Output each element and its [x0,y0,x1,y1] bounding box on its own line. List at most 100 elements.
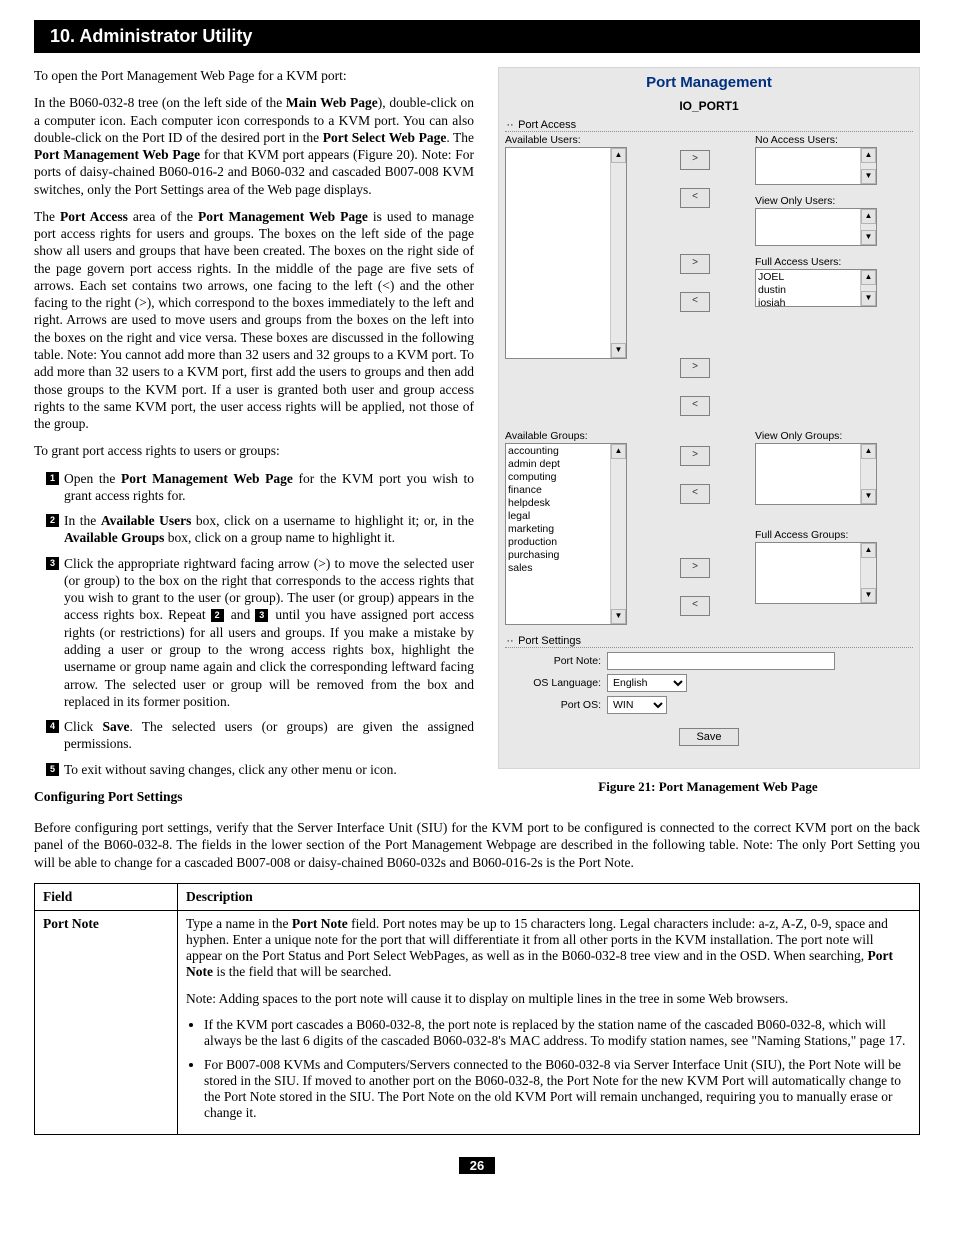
description-table: Field Description Port Note Type a name … [34,883,920,1135]
scrollbar[interactable]: ▲▼ [860,543,876,603]
section-header: 10. Administrator Utility [34,20,920,53]
list-item[interactable]: JOEL [758,271,860,284]
list-item[interactable]: purchasing [508,549,610,562]
inline-num-icon: 3 [255,609,268,622]
scroll-down-icon[interactable]: ▼ [611,343,626,358]
port-access-header: Port Access [505,117,913,132]
scroll-down-icon[interactable]: ▼ [861,291,876,306]
th-description: Description [178,883,920,910]
available-groups-listbox[interactable]: accounting admin dept computing finance … [505,443,627,625]
scroll-down-icon[interactable]: ▼ [861,588,876,603]
os-language-label: OS Language: [505,677,601,689]
port-access-section: Port Access Available Users: ▲▼ > [499,117,919,633]
view-only-users-listbox[interactable]: ▲▼ [755,208,877,246]
list-item[interactable]: marketing [508,523,610,536]
intro-para-2: In the B060-032-8 tree (on the left side… [34,94,474,198]
move-right-button[interactable]: > [680,358,710,378]
th-field: Field [35,883,178,910]
step-1: 1Open the Port Management Web Page for t… [46,470,474,505]
list-item[interactable]: finance [508,484,610,497]
figure-caption: Figure 21: Port Management Web Page [496,779,920,795]
list-item[interactable]: josiah [758,297,860,307]
full-access-groups-listbox[interactable]: ▲▼ [755,542,877,604]
port-settings-header: Port Settings [505,633,913,648]
steps-list: 1Open the Port Management Web Page for t… [46,470,474,778]
step-num-icon: 4 [46,720,59,733]
move-left-button[interactable]: < [680,188,710,208]
step-3: 3Click the appropriate rightward facing … [46,555,474,710]
intro-line: To open the Port Management Web Page for… [34,67,474,84]
scroll-up-icon[interactable]: ▲ [861,209,876,224]
arrow-column-groups: > < > < [665,430,725,616]
full-access-users-listbox[interactable]: JOEL dustin josiah ▲▼ [755,269,877,307]
port-note-input[interactable] [607,652,835,670]
right-column: Port Management IO_PORT1 Port Access Ava… [496,67,920,815]
list-item[interactable]: production [508,536,610,549]
full-access-users-label: Full Access Users: [755,256,885,268]
configuring-heading: Configuring Port Settings [34,788,474,805]
list-item[interactable]: accounting [508,445,610,458]
available-groups-label: Available Groups: [505,430,635,442]
view-only-groups-listbox[interactable]: ▲▼ [755,443,877,505]
save-button[interactable]: Save [679,728,738,746]
move-left-button[interactable]: < [680,292,710,312]
scroll-down-icon[interactable]: ▼ [861,169,876,184]
scroll-down-icon[interactable]: ▼ [861,489,876,504]
port-os-select[interactable]: WIN [607,696,667,714]
scroll-down-icon[interactable]: ▼ [611,609,626,624]
dots-icon [505,635,515,647]
scroll-down-icon[interactable]: ▼ [861,230,876,245]
step-num-icon: 5 [46,763,59,776]
users-right-stack: No Access Users: ▲▼ View Only Users: ▲▼ … [755,134,885,307]
step-4: 4Click Save. The selected users (or grou… [46,718,474,753]
list-item[interactable]: admin dept [508,458,610,471]
scrollbar[interactable]: ▲▼ [860,209,876,245]
move-left-button[interactable]: < [680,596,710,616]
scrollbar[interactable]: ▲▼ [860,444,876,504]
move-right-button[interactable]: > [680,446,710,466]
td-field: Port Note [35,910,178,1134]
view-only-groups-label: View Only Groups: [755,430,885,442]
step-5: 5To exit without saving changes, click a… [46,761,474,778]
scroll-up-icon[interactable]: ▲ [861,270,876,285]
list-item[interactable]: legal [508,510,610,523]
step-num-icon: 2 [46,514,59,527]
panel-port-name: IO_PORT1 [499,93,919,117]
two-column-layout: To open the Port Management Web Page for… [34,67,920,815]
left-column: To open the Port Management Web Page for… [34,67,474,815]
table-row: Port Note Type a name in the Port Note f… [35,910,920,1134]
available-users-label: Available Users: [505,134,635,146]
scroll-up-icon[interactable]: ▲ [861,543,876,558]
list-item[interactable]: helpdesk [508,497,610,510]
move-right-button[interactable]: > [680,254,710,274]
page: 10. Administrator Utility To open the Po… [0,0,954,1204]
list-item[interactable]: sales [508,562,610,575]
scrollbar[interactable]: ▲▼ [610,444,626,624]
scroll-up-icon[interactable]: ▲ [611,444,626,459]
intro-para-4: To grant port access rights to users or … [34,442,474,459]
available-users-listbox[interactable]: ▲▼ [505,147,627,359]
step-2: 2In the Available Users box, click on a … [46,512,474,547]
td-description: Type a name in the Port Note field. Port… [178,910,920,1134]
move-left-button[interactable]: < [680,484,710,504]
scrollbar[interactable]: ▲▼ [860,270,876,306]
full-access-groups-label: Full Access Groups: [755,529,885,541]
page-number: 26 [459,1157,495,1174]
list-item[interactable]: dustin [758,284,860,297]
no-access-users-listbox[interactable]: ▲▼ [755,147,877,185]
scrollbar[interactable]: ▲▼ [860,148,876,184]
move-right-button[interactable]: > [680,150,710,170]
users-grid: Available Users: ▲▼ > < > < [505,134,913,416]
move-left-button[interactable]: < [680,396,710,416]
below-panel-text: Before configuring port settings, verify… [34,819,920,871]
scroll-up-icon[interactable]: ▲ [861,444,876,459]
scroll-up-icon[interactable]: ▲ [611,148,626,163]
inline-num-icon: 2 [211,609,224,622]
os-language-select[interactable]: English [607,674,687,692]
view-only-users-label: View Only Users: [755,195,885,207]
scrollbar[interactable]: ▲▼ [610,148,626,358]
port-note-label: Port Note: [505,655,601,667]
scroll-up-icon[interactable]: ▲ [861,148,876,163]
list-item[interactable]: computing [508,471,610,484]
move-right-button[interactable]: > [680,558,710,578]
